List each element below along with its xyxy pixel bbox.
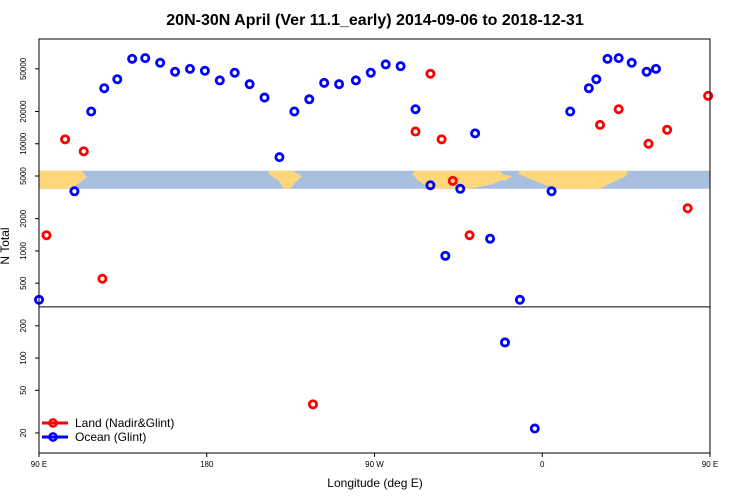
map-land-0 [39, 170, 87, 189]
ocean-point [546, 186, 557, 197]
x-tick-label: 90 W [365, 460, 384, 469]
ocean-point [319, 77, 330, 88]
ocean-point [69, 186, 80, 197]
chart-title: 20N-30N April (Ver 11.1_early) 2014-09-0… [166, 12, 584, 29]
map-land-4 [494, 173, 512, 181]
legend-ocean-marker [48, 432, 58, 442]
ocean-point [440, 250, 451, 261]
y-tick-label: 50000 [19, 57, 28, 80]
x-tick-label: 180 [200, 460, 214, 469]
ocean-point [583, 83, 594, 94]
ocean-point [199, 65, 210, 76]
land-point [595, 119, 606, 130]
ocean-series [34, 53, 661, 434]
plot-frame [38, 38, 711, 454]
ocean-point [529, 423, 540, 434]
land-point [703, 90, 714, 101]
ocean-point [170, 66, 181, 77]
y-tick-label: 200 [19, 319, 28, 333]
ocean-point [410, 104, 421, 115]
ocean-point [565, 106, 576, 117]
y-tick-label: 5000 [19, 167, 28, 185]
ocean-point [470, 128, 481, 139]
x-axis-label: Longitude (deg E) [327, 476, 422, 490]
ocean-point [184, 63, 195, 74]
land-point [307, 399, 318, 410]
ocean-point [591, 74, 602, 85]
ocean-point [274, 152, 285, 163]
ocean-point [350, 75, 361, 86]
x-tick-label: 90 E [702, 460, 718, 469]
y-axis: 20 50 100 200 500 1000 2000 5000 10000 20000 50000 [19, 57, 39, 437]
land-point [41, 230, 52, 241]
legend: Land (Nadir&Glint) Ocean (Glint) [42, 416, 174, 444]
x-axis: 90 E 180 90 W 0 90 E [31, 453, 718, 469]
ocean-point [112, 74, 123, 85]
land-point [447, 175, 458, 186]
land-point [464, 230, 475, 241]
land-point [613, 104, 624, 115]
land-point [78, 146, 89, 157]
ocean-point [229, 67, 240, 78]
ocean-point [499, 337, 510, 348]
ocean-point [304, 94, 315, 105]
ocean-point [214, 75, 225, 86]
legend-ocean-label: Ocean (Glint) [75, 430, 146, 444]
y-tick-label: 10000 [19, 132, 28, 155]
y-tick-label: 20 [19, 428, 28, 437]
land-point [662, 124, 673, 135]
map-land-1 [268, 170, 302, 189]
ocean-point [155, 57, 166, 68]
y-tick-label: 2000 [19, 209, 28, 227]
y-tick-label: 1000 [19, 241, 28, 259]
ocean-point [395, 61, 406, 72]
land-point [425, 68, 436, 79]
y-tick-label: 50 [19, 385, 28, 394]
ocean-point [650, 63, 661, 74]
ocean-point [140, 53, 151, 64]
x-tick-label: 90 E [31, 460, 47, 469]
ocean-point [259, 92, 270, 103]
ocean-point [602, 53, 613, 64]
ocean-point [127, 53, 138, 64]
ocean-point [425, 180, 436, 191]
ocean-point [455, 183, 466, 194]
ocean-point [626, 57, 637, 68]
ocean-point [334, 79, 345, 90]
ocean-point [244, 79, 255, 90]
land-point [410, 126, 421, 137]
ocean-point [613, 53, 624, 64]
ocean-point [485, 233, 496, 244]
y-tick-label: 500 [19, 276, 28, 290]
ocean-point [514, 294, 525, 305]
land-point [682, 203, 693, 214]
y-tick-label: 100 [19, 351, 28, 365]
land-point [436, 134, 447, 145]
ocean-point [99, 83, 110, 94]
y-tick-label: 20000 [19, 100, 28, 123]
land-point [60, 134, 71, 145]
ocean-point [641, 66, 652, 77]
x-tick-label: 0 [540, 460, 545, 469]
map-land-2 [412, 170, 506, 189]
legend-land-label: Land (Nadir&Glint) [75, 416, 174, 430]
map-land-3 [518, 170, 628, 189]
land-series [41, 68, 714, 410]
y-axis-label: N Total [0, 227, 12, 264]
land-point [97, 273, 108, 284]
land-point [643, 138, 654, 149]
ocean-point [380, 59, 391, 70]
map-band [39, 170, 710, 189]
ocean-point [86, 106, 97, 117]
legend-land-marker [48, 418, 58, 428]
ocean-point [365, 67, 376, 78]
ocean-point [289, 106, 300, 117]
